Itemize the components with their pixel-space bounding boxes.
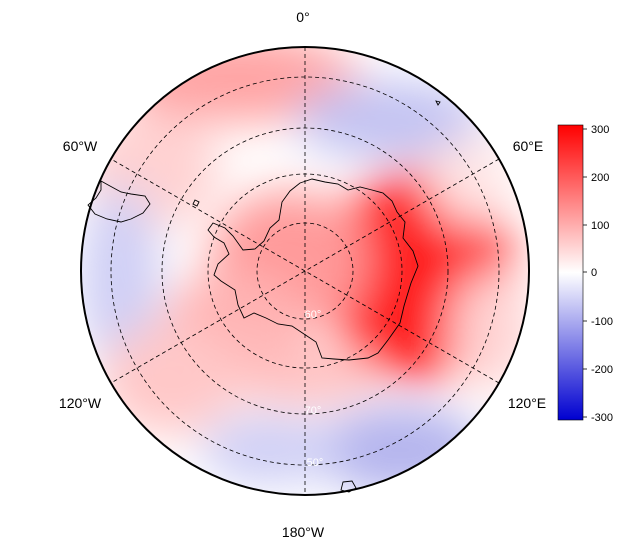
colorbar-gradient — [557, 124, 584, 421]
meridian-120e-60w — [110, 158, 500, 384]
anomaly-field — [81, 47, 529, 495]
lon-label-120e: 120°E — [508, 395, 546, 411]
lat-label-50: 50° — [307, 457, 324, 469]
colorbar-ticks — [583, 128, 587, 418]
colorbar-label-minus-300: -300 — [591, 412, 613, 424]
lon-label-60e: 60°E — [513, 138, 544, 154]
colorbar-label-300: 300 — [591, 124, 609, 136]
lat-label-70: 70° — [305, 405, 322, 417]
colorbar-label-0: 0 — [591, 267, 597, 279]
lon-label-60w: 60°W — [63, 138, 98, 154]
lon-label-120w: 120°W — [59, 395, 102, 411]
antarctica-coastline — [207, 178, 419, 361]
colorbar: 300 200 100 0 -100 -200 -300 — [557, 124, 613, 424]
lat-label-60: 60° — [305, 309, 322, 321]
lon-label-180w: 180°W — [282, 524, 325, 540]
lon-label-0: 0° — [296, 9, 309, 25]
colorbar-label-200: 200 — [591, 172, 609, 184]
latitude-labels: 60° 70° 50° — [305, 309, 324, 469]
colorbar-label-minus-100: -100 — [591, 316, 613, 328]
colorbar-label-minus-200: -200 — [591, 364, 613, 376]
colorbar-label-100: 100 — [591, 220, 609, 232]
map-boundary — [80, 46, 530, 496]
longitude-labels: 0° 60°E 120°E 180°W 120°W 60°W — [59, 9, 546, 540]
island-2 — [192, 199, 200, 207]
graticule — [110, 47, 500, 495]
island-3 — [435, 100, 441, 106]
